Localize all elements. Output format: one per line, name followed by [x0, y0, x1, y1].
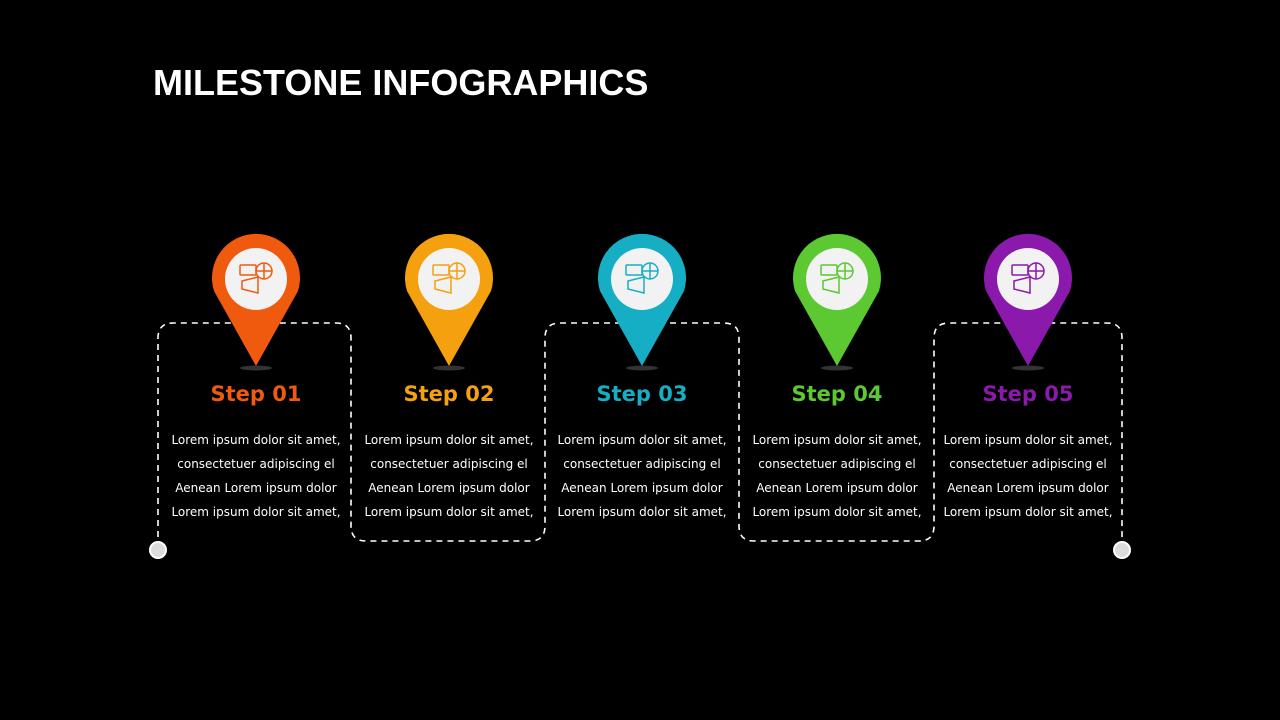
- description-line: Lorem ipsum dolor sit amet,: [364, 433, 534, 447]
- map-pin-5: [983, 233, 1072, 371]
- step-label: Step 03: [596, 382, 688, 406]
- description-line: Aenean Lorem ipsum dolor: [368, 481, 530, 495]
- description-line: Lorem ipsum dolor sit amet,: [557, 505, 727, 519]
- description-line: Lorem ipsum dolor sit amet,: [364, 505, 534, 519]
- description-line: consectetuer adipiscing el: [758, 457, 916, 471]
- description-line: Lorem ipsum dolor sit amet,: [557, 433, 727, 447]
- step-label: Step 05: [982, 382, 1074, 406]
- step-description: Lorem ipsum dolor sit amet, consectetuer …: [742, 428, 932, 524]
- end-dot: [1113, 541, 1131, 559]
- description-line: Lorem ipsum dolor sit amet,: [752, 505, 922, 519]
- step-description: Lorem ipsum dolor sit amet, consectetuer …: [547, 428, 737, 524]
- map-pin-3: [598, 233, 686, 371]
- description-line: Aenean Lorem ipsum dolor: [175, 481, 337, 495]
- step-label: Step 02: [403, 382, 495, 406]
- description-line: consectetuer adipiscing el: [563, 457, 721, 471]
- mobile-globe-icon: [1011, 262, 1045, 294]
- step-description: Lorem ipsum dolor sit amet, consectetuer …: [933, 428, 1123, 524]
- description-line: Lorem ipsum dolor sit amet,: [171, 433, 341, 447]
- step-description: Lorem ipsum dolor sit amet, consectetuer …: [161, 428, 351, 524]
- description-line: Lorem ipsum dolor sit amet,: [943, 433, 1113, 447]
- map-pin-2: [405, 233, 493, 371]
- description-line: consectetuer adipiscing el: [370, 457, 528, 471]
- description-line: Aenean Lorem ipsum dolor: [947, 481, 1109, 495]
- description-line: Lorem ipsum dolor sit amet,: [943, 505, 1113, 519]
- description-line: Aenean Lorem ipsum dolor: [756, 481, 918, 495]
- ads-megaphone-globe-icon: [239, 262, 273, 294]
- seo-target-icon: [820, 262, 854, 294]
- presenter-chat-icon: [432, 262, 466, 294]
- map-pin-1: [212, 233, 300, 371]
- description-line: consectetuer adipiscing el: [177, 457, 335, 471]
- description-line: Lorem ipsum dolor sit amet,: [171, 505, 341, 519]
- map-pin-4: [793, 233, 881, 371]
- description-line: Aenean Lorem ipsum dolor: [561, 481, 723, 495]
- description-line: Lorem ipsum dolor sit amet,: [752, 433, 922, 447]
- step-description: Lorem ipsum dolor sit amet, consectetuer …: [354, 428, 544, 524]
- funnel-dollar-icon: [625, 262, 659, 294]
- start-dot: [149, 541, 167, 559]
- step-label: Step 04: [791, 382, 883, 406]
- step-label: Step 01: [210, 382, 302, 406]
- page-title: MILESTONE INFOGRAPHICS: [153, 62, 649, 103]
- description-line: consectetuer adipiscing el: [949, 457, 1107, 471]
